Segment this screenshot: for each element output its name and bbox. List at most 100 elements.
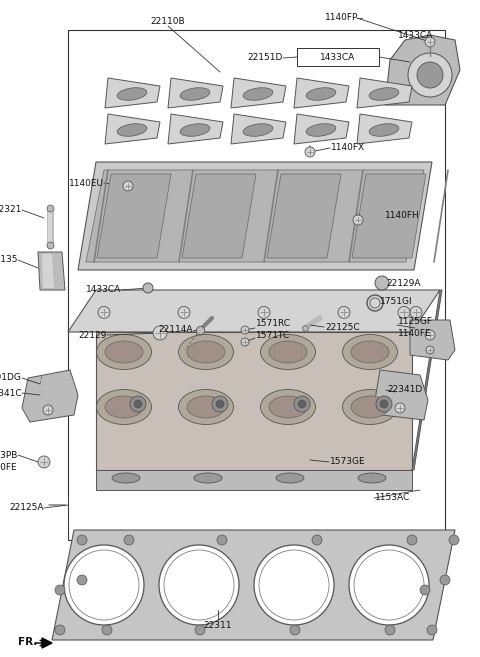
Circle shape [217,535,227,545]
Text: 1140FE: 1140FE [0,463,18,472]
Text: 1571RC: 1571RC [256,319,291,327]
Polygon shape [168,78,223,108]
Circle shape [195,625,205,635]
Circle shape [407,535,417,545]
Polygon shape [97,174,171,258]
Polygon shape [357,78,412,108]
Circle shape [376,396,392,412]
Text: 1433CA: 1433CA [320,53,356,62]
Polygon shape [105,114,160,144]
Polygon shape [294,114,349,144]
Circle shape [143,283,153,293]
Ellipse shape [243,87,273,101]
Polygon shape [357,114,412,144]
Ellipse shape [180,124,210,136]
Text: 22135: 22135 [0,256,18,265]
Circle shape [64,545,144,625]
Polygon shape [78,162,432,270]
Text: 1140FX: 1140FX [331,143,365,152]
Text: 22114A: 22114A [158,325,193,334]
Circle shape [102,625,112,635]
Polygon shape [267,174,341,258]
Circle shape [398,306,410,319]
Circle shape [408,53,452,97]
Ellipse shape [187,341,225,363]
Circle shape [134,400,142,408]
Text: 1140FP: 1140FP [324,14,358,22]
Text: 1573GE: 1573GE [330,457,366,466]
Text: 1125GF: 1125GF [398,317,433,327]
Circle shape [159,545,239,625]
Circle shape [55,585,65,595]
Circle shape [153,326,167,340]
Circle shape [312,535,322,545]
Circle shape [38,456,50,468]
Ellipse shape [351,341,389,363]
Circle shape [440,575,450,585]
Circle shape [385,625,395,635]
Polygon shape [412,290,442,470]
Text: 22151D: 22151D [248,53,283,62]
Ellipse shape [261,390,315,424]
Text: 22311: 22311 [204,620,232,629]
Ellipse shape [105,341,143,363]
Ellipse shape [112,473,140,483]
Ellipse shape [343,390,397,424]
Ellipse shape [187,396,225,418]
Circle shape [130,396,146,412]
Ellipse shape [194,473,222,483]
Circle shape [370,298,380,308]
Ellipse shape [276,473,304,483]
Ellipse shape [306,87,336,101]
Polygon shape [375,370,428,420]
Polygon shape [231,78,286,108]
Circle shape [55,625,65,635]
Circle shape [294,396,310,412]
Text: FR.: FR. [18,637,37,647]
Circle shape [259,550,329,620]
Circle shape [354,550,424,620]
Ellipse shape [369,87,399,101]
Polygon shape [96,332,412,470]
Polygon shape [86,170,424,262]
Circle shape [241,326,249,334]
Polygon shape [96,470,412,490]
Circle shape [298,400,306,408]
Text: 22129: 22129 [79,330,107,340]
Circle shape [420,585,430,595]
Polygon shape [42,254,54,288]
Circle shape [449,535,459,545]
Ellipse shape [358,473,386,483]
Ellipse shape [351,396,389,418]
Circle shape [212,396,228,412]
Text: 1751GI: 1751GI [380,298,413,307]
Circle shape [338,306,350,319]
Circle shape [380,400,388,408]
Ellipse shape [343,334,397,369]
Polygon shape [182,174,256,258]
Polygon shape [168,114,223,144]
Text: 1433CA: 1433CA [86,286,121,294]
Text: 22110B: 22110B [151,18,185,26]
Polygon shape [410,320,455,360]
Circle shape [241,338,249,346]
Polygon shape [52,530,455,640]
Circle shape [164,550,234,620]
Text: 1140EU: 1140EU [69,179,104,187]
Polygon shape [68,290,440,332]
Circle shape [425,37,435,47]
Ellipse shape [96,334,152,369]
Text: 22125C: 22125C [325,323,360,332]
Circle shape [98,306,110,319]
Polygon shape [42,638,52,648]
Circle shape [426,346,434,354]
Circle shape [254,545,334,625]
Bar [68,30,445,540]
Text: 1601DG: 1601DG [0,373,22,382]
Circle shape [395,403,405,413]
Circle shape [77,535,87,545]
Polygon shape [231,114,286,144]
Text: 1140FH: 1140FH [385,212,420,221]
Circle shape [290,625,300,635]
Polygon shape [294,78,349,108]
